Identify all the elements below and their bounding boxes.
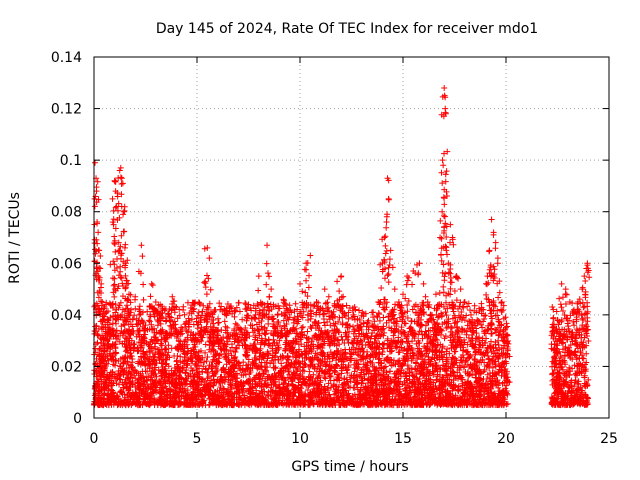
data-point	[306, 368, 313, 375]
data-point	[180, 307, 187, 314]
data-point	[482, 312, 489, 319]
data-point	[347, 378, 354, 385]
data-point	[467, 307, 474, 314]
data-point	[489, 330, 496, 337]
data-point	[430, 372, 437, 379]
data-point	[495, 332, 502, 339]
data-point	[251, 315, 258, 322]
data-point	[94, 339, 101, 346]
data-point	[354, 351, 361, 358]
data-point	[112, 349, 119, 356]
data-point	[464, 348, 471, 355]
data-points	[91, 84, 593, 409]
data-point	[125, 375, 132, 382]
data-point	[352, 306, 359, 313]
data-point	[361, 336, 368, 343]
data-point	[396, 344, 403, 351]
data-point	[379, 349, 386, 356]
data-point	[504, 332, 511, 339]
data-point	[112, 362, 119, 369]
data-point	[304, 335, 311, 342]
data-point	[308, 338, 315, 345]
data-point	[404, 314, 411, 321]
data-point	[321, 374, 328, 381]
data-point	[434, 336, 441, 343]
data-point	[215, 319, 222, 326]
data-point	[344, 336, 351, 343]
data-point	[364, 319, 371, 326]
data-point	[174, 352, 181, 359]
data-point	[146, 318, 153, 325]
data-point	[446, 350, 453, 357]
data-point	[199, 308, 206, 315]
data-point	[304, 328, 311, 335]
data-point	[386, 324, 393, 331]
data-point	[351, 368, 358, 375]
data-point	[495, 341, 502, 348]
data-point	[202, 341, 209, 348]
data-point	[329, 327, 336, 334]
data-point	[475, 317, 482, 324]
data-point	[215, 315, 222, 322]
data-point	[242, 300, 249, 307]
data-point	[228, 352, 235, 359]
data-point	[274, 312, 281, 319]
data-point	[233, 304, 240, 311]
data-point	[242, 325, 249, 332]
data-point	[409, 306, 416, 313]
data-point	[471, 302, 478, 309]
data-point	[200, 302, 207, 309]
data-point	[224, 300, 231, 307]
data-point	[144, 308, 151, 315]
data-point	[264, 355, 271, 362]
data-point	[345, 339, 352, 346]
data-point	[301, 368, 308, 375]
data-point	[500, 302, 507, 309]
data-point	[504, 323, 511, 330]
data-point	[343, 302, 350, 309]
data-point	[264, 300, 271, 307]
data-point	[488, 348, 495, 355]
data-point	[299, 324, 306, 331]
data-point	[221, 318, 228, 325]
data-point	[454, 387, 461, 394]
data-point	[346, 328, 353, 335]
data-point	[162, 345, 169, 352]
data-point	[380, 314, 387, 321]
data-point	[466, 325, 473, 332]
data-point	[265, 320, 272, 327]
data-point	[262, 330, 269, 337]
data-point	[146, 317, 153, 324]
data-point	[492, 363, 499, 370]
grid	[94, 57, 609, 418]
data-point	[380, 345, 387, 352]
data-point	[236, 308, 243, 315]
data-point	[448, 325, 455, 332]
data-point	[458, 309, 465, 316]
chart-title: Day 145 of 2024, Rate Of TEC Index for r…	[156, 21, 538, 37]
data-point	[380, 341, 387, 348]
